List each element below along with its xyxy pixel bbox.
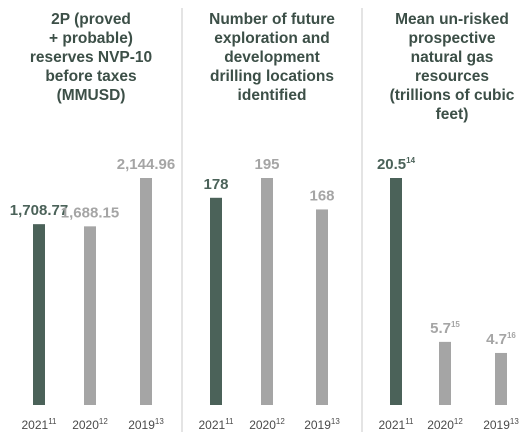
x-tick-label: 201913 <box>483 417 519 432</box>
category-text: 2019 <box>128 418 155 432</box>
chart-title: drilling locations <box>210 68 334 85</box>
chart-title: exploration and <box>214 30 329 47</box>
category-note: 11 <box>48 417 57 426</box>
chart-title: (trillions of cubic <box>390 87 515 104</box>
chart-title: development <box>224 49 320 66</box>
value-label: 2,144.96 <box>117 156 175 173</box>
x-tick-label: 201913 <box>128 417 164 432</box>
value-text: 5.7 <box>430 320 451 337</box>
chart-title: feet) <box>436 106 469 123</box>
value-label: 195 <box>254 156 279 173</box>
category-text: 2019 <box>483 418 510 432</box>
bar <box>84 226 96 405</box>
chart-title: prospective <box>408 30 495 47</box>
value-text: 195 <box>254 156 279 173</box>
chart-title: (MMUSD) <box>57 87 126 104</box>
category-note: 12 <box>454 417 463 426</box>
chart-title: Mean un-risked <box>395 11 509 28</box>
value-label: 20.514 <box>377 156 416 173</box>
category-note: 13 <box>510 417 519 426</box>
bar <box>316 209 328 405</box>
value-text: 168 <box>309 187 334 204</box>
chart-title: + probable) <box>49 30 133 47</box>
chart-title: reserves NVP-10 <box>30 49 152 66</box>
value-label: 4.716 <box>486 331 516 348</box>
value-note: 15 <box>451 320 460 329</box>
x-tick-label: 202111 <box>378 417 414 432</box>
category-text: 2020 <box>249 418 276 432</box>
category-note: 13 <box>155 417 164 426</box>
bar <box>390 178 402 405</box>
value-text: 4.7 <box>486 331 507 348</box>
value-text: 178 <box>203 176 228 193</box>
bar <box>261 178 273 405</box>
x-tick-label: 202012 <box>427 417 463 432</box>
value-label: 1,708.77 <box>10 202 68 219</box>
bar <box>33 224 45 405</box>
bar <box>495 352 507 405</box>
chart-title: resources <box>415 68 489 85</box>
bar <box>210 197 222 405</box>
value-text: 1,688.15 <box>61 204 119 221</box>
category-text: 2019 <box>304 418 331 432</box>
category-note: 11 <box>225 417 234 426</box>
category-note: 11 <box>405 417 414 426</box>
value-text: 20.5 <box>377 156 406 173</box>
category-text: 2020 <box>72 418 99 432</box>
chart-title: identified <box>238 87 307 104</box>
value-label: 5.715 <box>430 320 460 337</box>
x-tick-label: 202012 <box>249 417 285 432</box>
x-tick-label: 201913 <box>304 417 340 432</box>
value-label: 178 <box>203 176 228 193</box>
value-note: 14 <box>406 156 415 165</box>
chart-title: 2P (proved <box>51 11 131 28</box>
x-tick-label: 202012 <box>72 417 108 432</box>
category-text: 2020 <box>427 418 454 432</box>
value-label: 1,688.15 <box>61 204 119 221</box>
value-text: 2,144.96 <box>117 156 175 173</box>
category-text: 2021 <box>378 418 405 432</box>
bar <box>140 178 152 405</box>
x-tick-label: 202111 <box>198 417 234 432</box>
value-label: 168 <box>309 187 334 204</box>
category-text: 2021 <box>198 418 225 432</box>
value-text: 1,708.77 <box>10 202 68 219</box>
bar <box>439 341 451 405</box>
chart-title: natural gas <box>411 49 494 66</box>
chart-title: Number of future <box>209 11 335 28</box>
category-note: 12 <box>276 417 285 426</box>
category-note: 13 <box>331 417 340 426</box>
x-tick-label: 202111 <box>21 417 57 432</box>
chart-title: before taxes <box>45 68 136 85</box>
category-note: 12 <box>99 417 108 426</box>
category-text: 2021 <box>21 418 48 432</box>
value-note: 16 <box>507 331 516 340</box>
